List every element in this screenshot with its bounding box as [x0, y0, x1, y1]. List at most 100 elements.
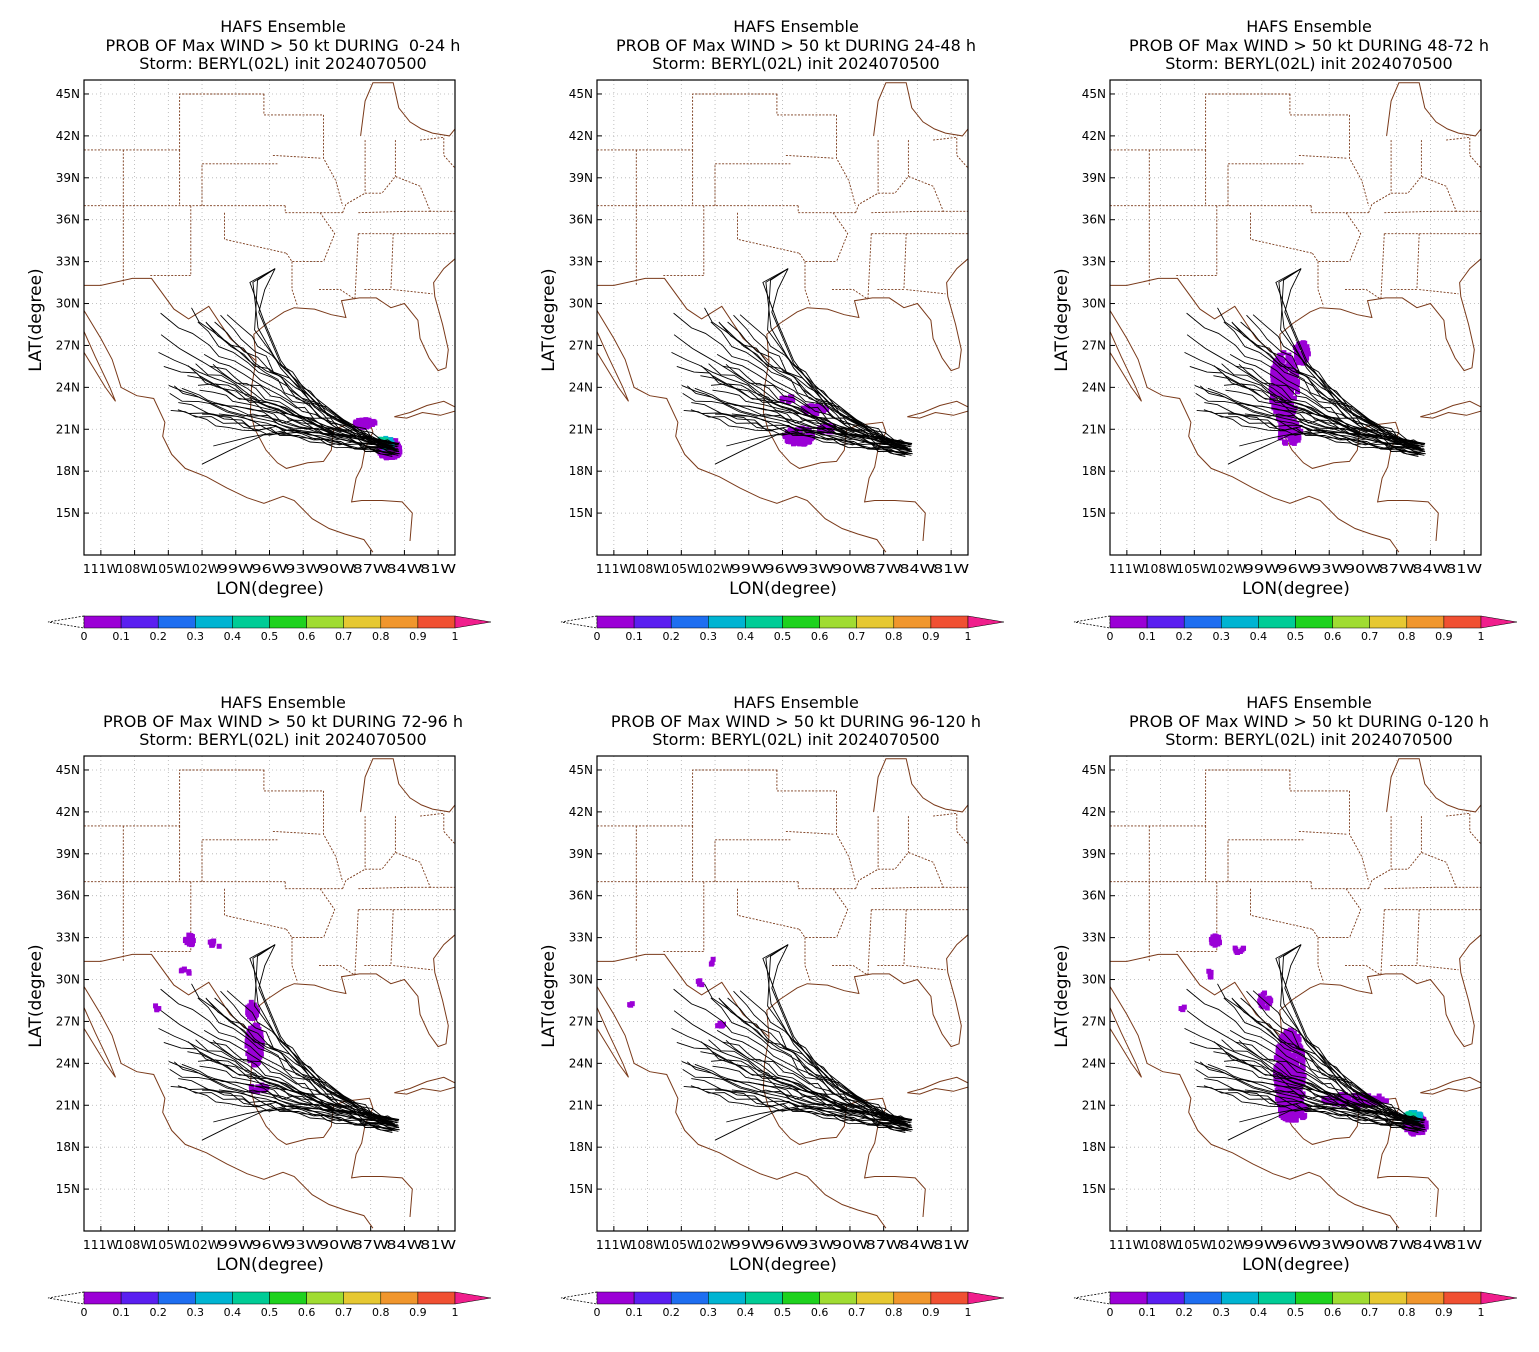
colorbar-over-arrow — [454, 1291, 492, 1305]
lon-tick-label: 105W — [663, 1238, 699, 1252]
lat-tick-label: 21N — [56, 1098, 80, 1112]
lon-tick-label: 99W — [1244, 562, 1280, 576]
lon-tick-label: 102W — [697, 1238, 733, 1252]
lon-tick-label: 111W — [596, 562, 632, 576]
track-line — [209, 1041, 397, 1122]
colorbar-label: 0.7 — [335, 630, 353, 643]
lat-tick-label: 15N — [569, 506, 593, 520]
colorbar-label: 0.1 — [1138, 630, 1156, 643]
lat-tick-label: 36N — [1082, 213, 1106, 227]
lat-axis-label: LAT(degree) — [1052, 268, 1072, 372]
colorbar-swatch — [83, 1291, 122, 1305]
colorbar-swatch — [1258, 1291, 1296, 1305]
lat-tick-label: 42N — [56, 805, 80, 819]
track-line — [1232, 998, 1425, 1126]
colorbar-label: 0.5 — [1287, 1306, 1305, 1319]
track-line — [1244, 1089, 1424, 1130]
colorbar-label: 0.7 — [1361, 630, 1379, 643]
lat-tick-label: 39N — [56, 171, 80, 185]
colorbar-swatch — [708, 615, 746, 629]
probability-title: PROB OF Max WIND > 50 kt DURING 0-24 h — [105, 35, 461, 55]
grid-lines — [597, 80, 968, 555]
lat-tick-label: 24N — [56, 380, 80, 394]
lon-tick-label: 87W — [353, 1238, 389, 1252]
track-line — [1213, 1041, 1420, 1131]
lon-tick-label: 111W — [83, 562, 119, 576]
lon-tick-label: 105W — [1176, 562, 1212, 576]
lat-tick-label: 30N — [56, 297, 80, 311]
track-line — [249, 944, 397, 1127]
colorbar-swatch — [1369, 1291, 1408, 1305]
lat-tick-label: 15N — [56, 506, 80, 520]
storm-title: Storm: BERYL(02L) init 2024070500 — [652, 54, 940, 73]
lon-tick-label: 96W — [252, 562, 288, 576]
lon-tick-label: 99W — [218, 1238, 254, 1252]
track-line — [731, 1089, 911, 1130]
coastline — [1110, 758, 1481, 1229]
storm-title: Storm: BERYL(02L) init 2024070500 — [652, 730, 940, 749]
track-line — [1217, 983, 1422, 1121]
track-line — [726, 1104, 909, 1123]
lon-tick-label: 84W — [1412, 562, 1448, 576]
track-line — [762, 944, 910, 1127]
colorbar-swatch — [157, 1291, 196, 1305]
colorbar-swatch — [708, 1291, 746, 1305]
lon-tick-label: 111W — [1109, 1238, 1145, 1252]
lat-tick-label: 30N — [56, 973, 80, 987]
colorbar-label: 0.2 — [1175, 630, 1193, 643]
colorbar-swatch — [782, 1291, 820, 1305]
lat-tick-label: 36N — [569, 889, 593, 903]
lon-tick-label: 96W — [1278, 562, 1314, 576]
lon-tick-label: 105W — [663, 562, 699, 576]
lon-tick-label: 108W — [117, 562, 153, 576]
ensemble-tracks — [671, 268, 913, 465]
lat-tick-label: 21N — [56, 422, 80, 436]
track-line — [731, 413, 911, 454]
map-svg: 45N42N39N36N33N30N27N24N21N18N15N111W108… — [560, 79, 1005, 643]
ensemble-tracks — [158, 268, 400, 465]
track-line — [181, 387, 399, 447]
track-line — [682, 393, 913, 444]
lat-tick-label: 42N — [1082, 805, 1106, 819]
colorbar-label: 1 — [965, 1306, 972, 1319]
track-line — [1284, 268, 1421, 452]
lat-tick-label: 27N — [1082, 1014, 1106, 1028]
colorbar-label: 1 — [452, 1306, 459, 1319]
state-borders — [1110, 93, 1481, 307]
colorbar-label: 0.6 — [811, 630, 829, 643]
lat-tick-label: 15N — [1082, 1182, 1106, 1196]
probability-title: PROB OF Max WIND > 50 kt DURING 48-72 h — [1129, 35, 1489, 55]
colorbar-swatch — [1295, 1291, 1333, 1305]
track-line — [254, 268, 395, 450]
colorbar-label: 0.2 — [662, 630, 680, 643]
lon-tick-label: 111W — [83, 1238, 119, 1252]
lat-tick-label: 36N — [1082, 889, 1106, 903]
colorbar-swatch — [83, 615, 122, 629]
colorbar-over-arrow — [1480, 615, 1518, 629]
colorbar-label: 0.8 — [1398, 1306, 1416, 1319]
track-line — [1204, 402, 1425, 456]
grid-lines — [84, 756, 455, 1231]
lat-tick-label: 45N — [1082, 763, 1106, 777]
lon-tick-label: 81W — [933, 1238, 969, 1252]
track-line — [1244, 413, 1424, 454]
ensemble-title: HAFS Ensemble — [220, 17, 346, 36]
track-line — [767, 268, 908, 450]
colorbar-swatch — [819, 615, 857, 629]
lon-tick-label: 96W — [765, 1238, 801, 1252]
colorbar-swatch — [930, 615, 969, 629]
lon-tick-label: 105W — [1176, 1238, 1212, 1252]
lon-tick-label: 102W — [184, 562, 220, 576]
lat-tick-label: 21N — [569, 422, 593, 436]
track-line — [691, 1078, 912, 1132]
track-line — [201, 1107, 399, 1141]
track-line — [704, 983, 909, 1121]
colorbar-label: 0.8 — [885, 630, 903, 643]
colorbar-label: 0.4 — [1250, 1306, 1268, 1319]
colorbar-label: 0.4 — [737, 630, 755, 643]
track-line — [1232, 322, 1425, 450]
colorbar-swatch — [670, 615, 709, 629]
lat-tick-label: 30N — [569, 297, 593, 311]
colorbar-swatch — [269, 1291, 307, 1305]
colorbar-label: 0.1 — [112, 1306, 130, 1319]
